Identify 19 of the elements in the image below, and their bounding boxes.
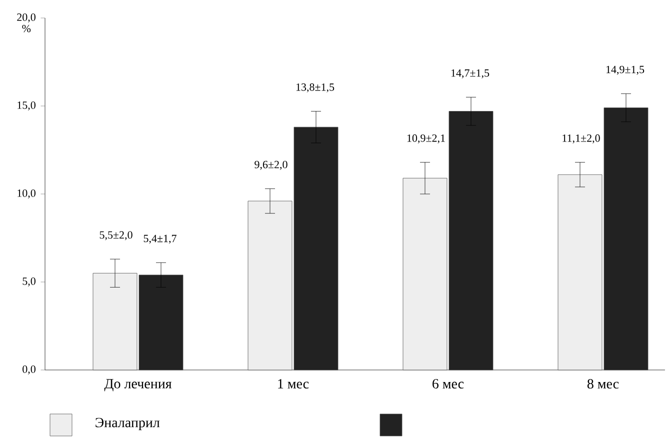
data-label: 11,1±2,0 [562,134,600,144]
x-tick-label: 6 мес [432,379,464,389]
x-tick-label: 8 мес [587,379,619,389]
data-label: 14,7±1,5 [451,69,490,78]
y-tick-label: 5,0 [22,277,36,286]
data-label: 10,9±2,1 [407,134,445,144]
y-tick-label: 0,0 [22,365,36,374]
y-axis-title: % [22,24,31,32]
data-label: 5,4±1,7 [144,234,176,244]
data-label: 5,5±2,0 [100,231,132,240]
y-tick-label: 20,0 [17,13,36,22]
data-label: 13,8±1,5 [296,83,334,92]
legend-label: Эналаприл [96,418,160,430]
data-label: 9,6±2,0 [254,160,288,170]
x-tick-label: До лечения [104,379,172,392]
y-tick-label: 15,0 [18,101,36,110]
y-tick-label: 10,0 [18,189,36,198]
x-tick-label: 1 мес [278,379,309,388]
data-label: 14,9±1,5 [606,66,644,75]
